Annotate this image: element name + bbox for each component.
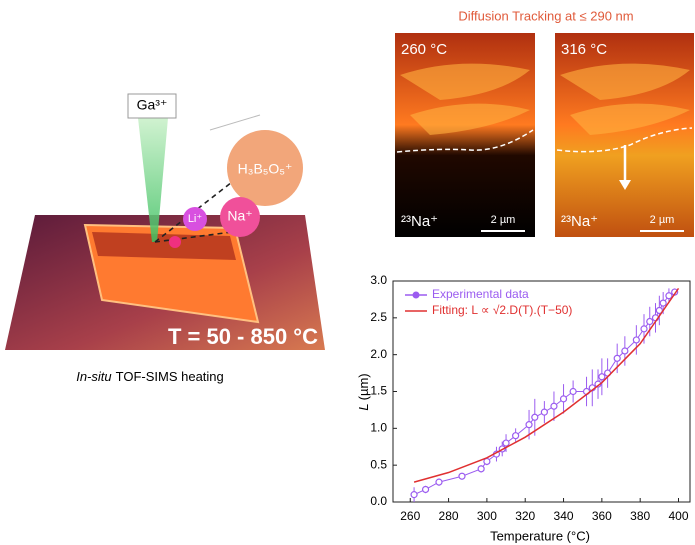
data-point — [459, 473, 465, 479]
temperature-range: T = 50 - 850 °C — [168, 324, 318, 349]
sims-image — [555, 33, 694, 237]
image-temperature: 260 °C — [401, 41, 447, 58]
x-tick-label: 280 — [439, 509, 459, 523]
caption-italic: In-situ — [76, 369, 111, 384]
sims-image — [395, 33, 535, 237]
data-point — [551, 403, 557, 409]
image-temperature: 316 °C — [561, 41, 607, 58]
data-point — [622, 348, 628, 354]
data-point — [660, 300, 666, 306]
scale-label: 2 µm — [491, 214, 516, 226]
caption-text: TOF-SIMS heating — [116, 369, 224, 384]
panel-title: Diffusion Tracking at ≤ 290 nm — [458, 8, 633, 23]
figure: Ga³⁺ Li⁺ Na⁺ H₃B₅O₅⁺ T = 50 - 850 °C In-… — [0, 0, 695, 545]
ion-label: Li⁺ — [188, 213, 203, 225]
guide-line — [210, 115, 260, 130]
y-tick-label: 0.5 — [370, 457, 387, 471]
data-point — [641, 326, 647, 332]
scale-label: 2 µm — [650, 214, 675, 226]
data-point — [436, 479, 442, 485]
x-axis-label: Temperature (°C) — [490, 528, 590, 543]
y-tick-label: 3.0 — [370, 273, 387, 287]
data-point — [614, 355, 620, 361]
data-point — [541, 409, 547, 415]
x-tick-label: 320 — [515, 509, 535, 523]
legend-label: Fitting: L ∝ √2.D(T).(T−50) — [432, 303, 572, 317]
data-point — [647, 319, 653, 325]
ion-label: Na⁺ — [227, 208, 252, 224]
data-point — [503, 440, 509, 446]
data-point — [666, 293, 672, 299]
series-line — [414, 292, 675, 495]
data-point — [478, 466, 484, 472]
y-tick-label: 1.0 — [370, 421, 387, 435]
series-line — [414, 288, 678, 482]
legend-marker — [413, 292, 420, 299]
caption: In-situ TOF-SIMS heating — [76, 369, 224, 384]
x-tick-label: 340 — [554, 509, 574, 523]
image-ion: ²³Na⁺ — [561, 213, 598, 230]
x-tick-label: 380 — [630, 509, 650, 523]
x-tick-label: 300 — [477, 509, 497, 523]
data-point — [423, 486, 429, 492]
data-point — [561, 396, 567, 402]
impact-spot — [169, 236, 181, 248]
beam-label: Ga³⁺ — [137, 97, 168, 113]
data-point — [532, 414, 538, 420]
x-tick-label: 400 — [668, 509, 688, 523]
x-tick-label: 360 — [592, 509, 612, 523]
y-tick-label: 2.0 — [370, 347, 387, 361]
data-point — [526, 422, 532, 428]
legend-label: Experimental data — [432, 287, 529, 301]
y-tick-label: 0.0 — [370, 494, 387, 508]
data-point — [570, 389, 576, 395]
sample-edge — [92, 232, 236, 260]
y-tick-label: 2.5 — [370, 310, 387, 324]
y-axis-unit: (µm) — [356, 373, 371, 400]
y-tick-label: 1.5 — [370, 384, 387, 398]
x-tick-label: 260 — [400, 509, 420, 523]
data-point — [633, 337, 639, 343]
data-point — [599, 374, 605, 380]
y-axis-label: L (µm) — [356, 373, 371, 410]
y-axis-symbol: L — [356, 403, 371, 410]
image-ion: ²³Na⁺ — [401, 213, 438, 230]
ion-label: H₃B₅O₅⁺ — [238, 161, 293, 177]
data-point — [513, 433, 519, 439]
page: Ga³⁺ Li⁺ Na⁺ H₃B₅O₅⁺ T = 50 - 850 °C In-… — [0, 0, 695, 545]
data-point — [411, 492, 417, 498]
